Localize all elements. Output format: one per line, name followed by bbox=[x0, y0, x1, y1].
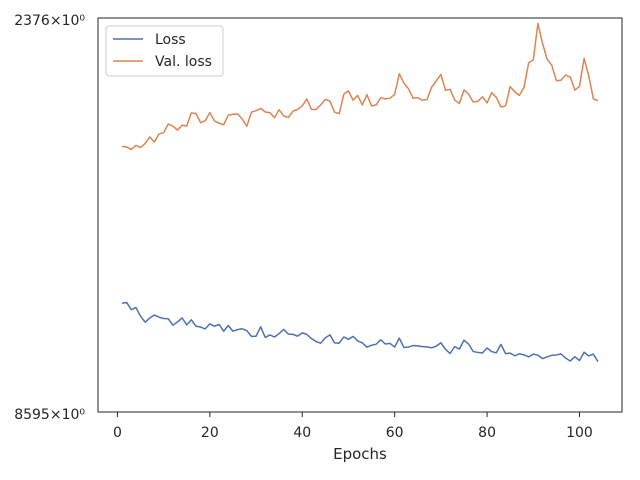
legend-label-loss: Loss bbox=[155, 32, 186, 48]
plot-area bbox=[97, 17, 623, 413]
x-axis-label: Epochs bbox=[333, 445, 387, 463]
legend-label-val-loss: Val. loss bbox=[155, 54, 212, 70]
legend: Loss Val. loss bbox=[105, 25, 224, 77]
x-tick-label: 100 bbox=[566, 425, 593, 441]
series-line-val-loss bbox=[121, 22, 599, 151]
series-line-loss bbox=[121, 301, 599, 363]
x-tick-label: 20 bbox=[201, 425, 219, 441]
y-tick-label-top: 2376×10⁰ bbox=[14, 13, 85, 29]
y-tick-label-bottom: 8595×10⁰ bbox=[14, 407, 85, 423]
x-tick-label: 40 bbox=[293, 425, 311, 441]
x-tick-label: 60 bbox=[386, 425, 404, 441]
series-layer bbox=[121, 22, 599, 363]
x-tick-label: 80 bbox=[478, 425, 496, 441]
x-ticks: 0 20 40 60 80 100 bbox=[113, 412, 593, 441]
x-tick-label: 0 bbox=[113, 425, 122, 441]
